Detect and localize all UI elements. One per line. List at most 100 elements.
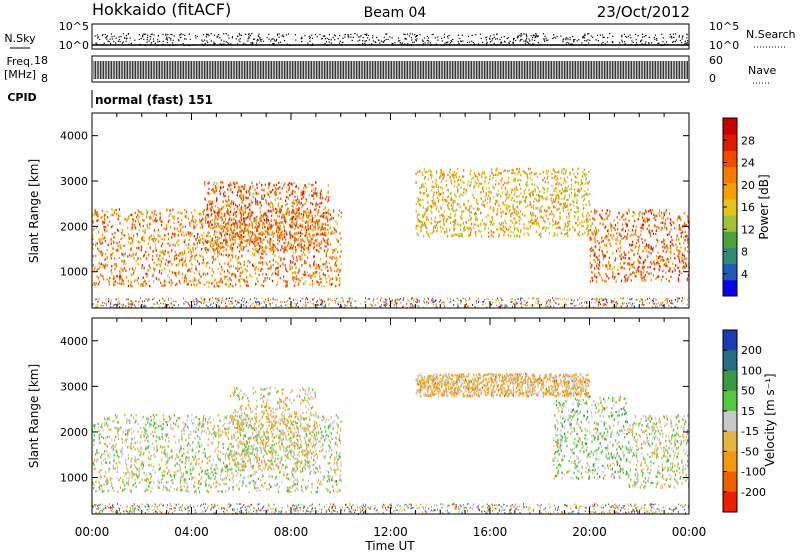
nsky-point bbox=[634, 33, 637, 35]
data-cell bbox=[683, 241, 685, 244]
data-cell bbox=[220, 247, 222, 250]
data-cell bbox=[176, 240, 178, 244]
data-cell bbox=[575, 194, 577, 197]
data-cell bbox=[287, 210, 289, 214]
nsky-point bbox=[324, 35, 326, 37]
nsky-point bbox=[117, 40, 119, 42]
nsky-point bbox=[172, 42, 174, 44]
data-cell bbox=[241, 271, 243, 274]
data-cell bbox=[242, 270, 244, 273]
data-cell bbox=[281, 238, 284, 241]
data-cell bbox=[542, 178, 544, 182]
data-cell bbox=[210, 209, 212, 212]
data-cell bbox=[286, 202, 288, 205]
data-cell bbox=[458, 195, 461, 198]
data-cell bbox=[445, 184, 447, 187]
data-cell bbox=[480, 235, 483, 238]
data-cell bbox=[216, 213, 219, 217]
data-cell bbox=[142, 255, 145, 258]
data-cell bbox=[518, 215, 520, 219]
data-cell bbox=[514, 180, 516, 183]
nsky-point bbox=[681, 38, 683, 40]
nsky-point bbox=[394, 42, 396, 44]
data-cell bbox=[502, 225, 504, 228]
data-cell bbox=[219, 250, 221, 254]
data-cell bbox=[291, 234, 293, 237]
data-cell bbox=[292, 244, 294, 247]
data-cell bbox=[310, 184, 313, 187]
data-cell bbox=[678, 238, 680, 241]
nsky-point bbox=[256, 40, 258, 42]
data-cell bbox=[169, 225, 172, 229]
data-cell bbox=[310, 238, 312, 241]
data-cell bbox=[325, 232, 327, 235]
data-cell bbox=[247, 228, 249, 231]
data-cell bbox=[459, 233, 461, 236]
data-cell bbox=[449, 176, 451, 179]
data-cell bbox=[236, 210, 238, 213]
data-cell bbox=[523, 223, 525, 226]
data-cell bbox=[558, 226, 561, 230]
data-cell bbox=[165, 226, 168, 230]
nsky-point bbox=[482, 41, 484, 44]
data-cell bbox=[505, 222, 507, 225]
data-cell bbox=[463, 175, 465, 178]
data-cell bbox=[504, 193, 507, 196]
nsky-point bbox=[533, 34, 535, 36]
data-cell bbox=[271, 248, 273, 252]
data-cell bbox=[628, 243, 631, 247]
data-cell bbox=[300, 238, 302, 241]
data-cell bbox=[319, 197, 321, 200]
nsky-point bbox=[248, 34, 250, 36]
data-cell bbox=[637, 249, 640, 252]
data-cell bbox=[272, 272, 274, 275]
data-cell bbox=[512, 169, 514, 172]
data-cell bbox=[232, 231, 235, 234]
date-title: 23/Oct/2012 bbox=[597, 3, 690, 21]
data-cell bbox=[539, 210, 541, 213]
data-cell bbox=[323, 239, 325, 243]
data-cell bbox=[152, 238, 154, 241]
data-cell bbox=[453, 184, 456, 188]
data-cell bbox=[573, 210, 576, 214]
data-cell bbox=[598, 271, 600, 275]
data-cell bbox=[214, 225, 216, 228]
data-cell bbox=[258, 261, 260, 265]
data-cell bbox=[492, 196, 495, 199]
data-cell bbox=[257, 221, 260, 225]
data-cell bbox=[222, 249, 224, 253]
data-cell bbox=[420, 191, 422, 195]
data-cell bbox=[209, 240, 211, 244]
data-cell bbox=[276, 273, 278, 276]
data-cell bbox=[325, 234, 327, 237]
data-cell bbox=[277, 270, 279, 273]
data-cell bbox=[541, 216, 543, 219]
data-cell bbox=[425, 208, 427, 211]
data-cell bbox=[510, 198, 512, 201]
nsky-point bbox=[383, 41, 385, 43]
data-cell bbox=[283, 257, 285, 261]
data-cell bbox=[325, 241, 327, 244]
data-cell bbox=[177, 239, 179, 242]
data-cell bbox=[255, 223, 257, 226]
data-cell bbox=[326, 265, 328, 269]
nsky-point bbox=[237, 35, 239, 37]
data-cell bbox=[487, 227, 490, 230]
data-cell bbox=[171, 249, 173, 252]
data-cell bbox=[278, 227, 280, 230]
data-cell bbox=[532, 190, 534, 193]
data-cell bbox=[264, 214, 266, 217]
data-cell bbox=[432, 201, 434, 205]
data-cell bbox=[625, 217, 627, 221]
data-cell bbox=[551, 202, 553, 205]
data-cell bbox=[157, 240, 160, 243]
nsky-point bbox=[422, 40, 424, 42]
nsky-point bbox=[125, 40, 127, 42]
data-cell bbox=[537, 199, 539, 203]
data-cell bbox=[610, 234, 612, 237]
data-cell bbox=[180, 222, 182, 226]
data-cell bbox=[423, 192, 425, 195]
data-cell bbox=[223, 277, 226, 280]
data-cell bbox=[525, 171, 527, 175]
data-cell bbox=[148, 264, 150, 267]
